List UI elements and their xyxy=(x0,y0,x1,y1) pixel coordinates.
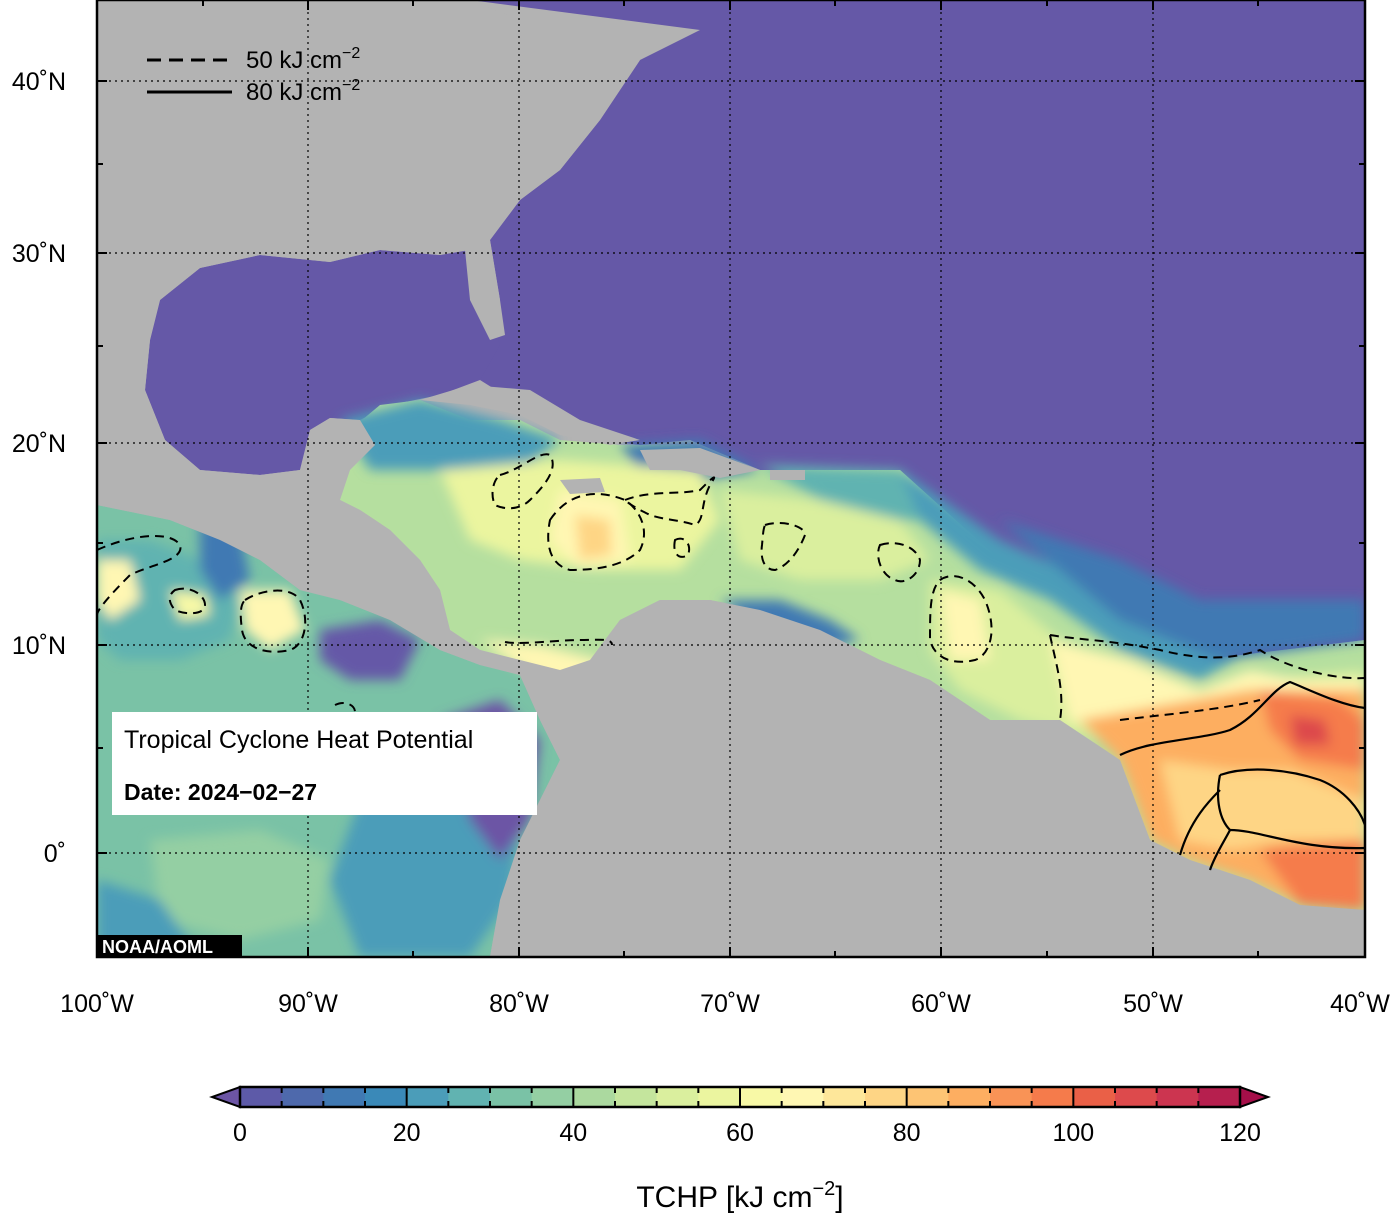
colorbar-cell xyxy=(656,1087,699,1107)
colorbar-cell xyxy=(573,1087,616,1107)
lat-label: 20˚N xyxy=(12,430,66,458)
lat-label: 30˚N xyxy=(12,240,66,268)
colorbar-cell xyxy=(615,1087,658,1107)
colorbar-cell xyxy=(531,1087,574,1107)
gulf-of-mexico xyxy=(145,250,500,475)
colorbar-tick-label: 40 xyxy=(559,1119,587,1147)
contour-legend: 50 kJ cm−2 80 kJ cm−2 xyxy=(147,45,360,106)
colorbar-tick-label: 20 xyxy=(393,1119,421,1147)
map-area xyxy=(97,0,1365,957)
colorbar-cell xyxy=(698,1087,741,1107)
colorbar-cell xyxy=(490,1087,533,1107)
colorbar-cell xyxy=(990,1087,1033,1107)
info-box-title: Tropical Cyclone Heat Potential xyxy=(124,726,473,754)
lon-label: 80˚W xyxy=(489,990,549,1018)
colorbar-min-arrow xyxy=(209,1085,241,1109)
graticule xyxy=(97,0,1365,957)
frame-ticks xyxy=(97,0,1365,957)
contour-80 xyxy=(1119,680,1365,871)
colorbar-cell xyxy=(865,1087,908,1107)
colorbar-cell xyxy=(1115,1087,1158,1107)
lon-label: 90˚W xyxy=(278,990,338,1018)
colorbar-cell xyxy=(1198,1087,1241,1107)
colorbar-cell xyxy=(448,1087,491,1107)
colorbar: 0 20 40 60 80 100 120 TCHP [kJ cm−2] xyxy=(209,1085,1271,1214)
colorbar-cell xyxy=(323,1087,366,1107)
colorbar-cell xyxy=(240,1087,283,1107)
land-overlays xyxy=(97,0,1365,957)
colorbar-cells xyxy=(240,1087,1241,1107)
credit-text: NOAA/AOML xyxy=(102,937,213,957)
colorbar-tick-label: 120 xyxy=(1219,1119,1261,1147)
info-box-date: Date: 2024−02−27 xyxy=(124,779,317,805)
colorbar-cell xyxy=(1031,1087,1074,1107)
colorbar-tick-label: 60 xyxy=(726,1119,754,1147)
colorbar-title: TCHP [kJ cm−2] xyxy=(636,1178,843,1214)
info-box: Tropical Cyclone Heat Potential Date: 20… xyxy=(112,712,537,815)
colorbar-cell xyxy=(281,1087,324,1107)
colorbar-tick-label: 0 xyxy=(233,1119,247,1147)
lat-label: 10˚N xyxy=(12,632,66,660)
colorbar-tick-labels: 0 20 40 60 80 100 120 xyxy=(233,1119,1261,1147)
longitude-labels: 100˚W 90˚W 80˚W 70˚W 60˚W 50˚W 40˚W xyxy=(60,990,1390,1018)
colorbar-cell xyxy=(1073,1087,1116,1107)
contour-50 xyxy=(97,453,1365,721)
colorbar-max-arrow xyxy=(1239,1085,1271,1109)
credit-badge: NOAA/AOML xyxy=(97,935,242,957)
legend-solid-text: 80 kJ cm−2 xyxy=(246,77,360,106)
colorbar-cell xyxy=(1156,1087,1199,1107)
colorbar-cell xyxy=(948,1087,991,1107)
colorbar-tick-label: 100 xyxy=(1052,1119,1094,1147)
colorbar-cell xyxy=(406,1087,449,1107)
lon-label: 50˚W xyxy=(1123,990,1183,1018)
lon-label: 60˚W xyxy=(911,990,971,1018)
colorbar-cell xyxy=(740,1087,783,1107)
colorbar-ticks xyxy=(280,1087,1200,1107)
info-box-background xyxy=(112,712,537,815)
latitude-labels: 40˚N 30˚N 20˚N 10˚N 0˚ xyxy=(12,68,66,868)
north-atlantic xyxy=(470,0,1365,660)
colorbar-tick-label: 80 xyxy=(893,1119,921,1147)
colorbar-cell xyxy=(823,1087,866,1107)
colorbar-cell xyxy=(365,1087,408,1107)
colorbar-cell xyxy=(781,1087,824,1107)
lon-label: 70˚W xyxy=(700,990,760,1018)
colorbar-cell xyxy=(906,1087,949,1107)
tchp-color-blobs xyxy=(97,400,1365,957)
lon-label: 100˚W xyxy=(60,990,134,1018)
lat-label: 40˚N xyxy=(12,68,66,96)
legend-dashed-text: 50 kJ cm−2 xyxy=(246,45,360,74)
lat-label: 0˚ xyxy=(44,840,66,868)
lon-label: 40˚W xyxy=(1330,990,1390,1018)
